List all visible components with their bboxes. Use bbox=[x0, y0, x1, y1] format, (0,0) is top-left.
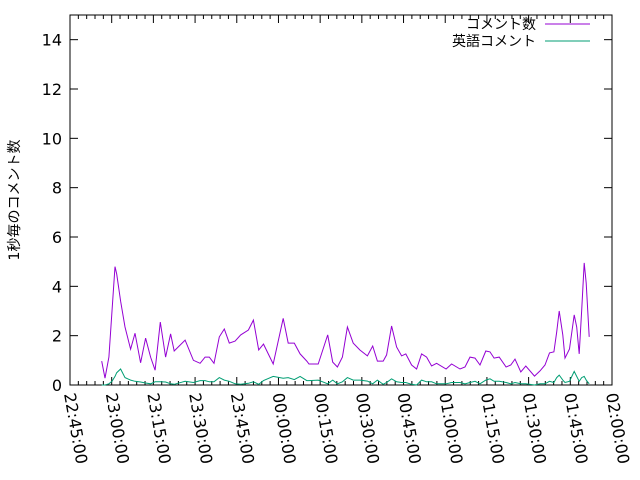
x-tick-label: 02:00:00 bbox=[602, 391, 633, 465]
legend-label-comments: コメント数 bbox=[466, 17, 536, 33]
y-tick-label: 0 bbox=[52, 376, 62, 395]
y-tick-label: 14 bbox=[42, 31, 62, 50]
legend: コメント数 英語コメント bbox=[452, 17, 590, 50]
plot-border bbox=[69, 14, 613, 386]
y-tick-label: 12 bbox=[42, 80, 62, 99]
series-line-0 bbox=[101, 262, 590, 379]
x-tick-label: 00:30:00 bbox=[352, 391, 383, 465]
y-tick-label: 2 bbox=[52, 327, 62, 346]
x-tick-label: 23:45:00 bbox=[227, 391, 258, 465]
x-tick-label: 00:45:00 bbox=[394, 391, 425, 465]
x-tick-label: 23:15:00 bbox=[143, 391, 174, 465]
axes: 0 2 4 6 8 10 12 14 22:45:00 23:00:00 23:15:00 23:30… bbox=[42, 14, 633, 465]
y-tick-label: 6 bbox=[52, 228, 62, 247]
x-tick-label: 23:30:00 bbox=[185, 391, 216, 465]
x-tick-label: 01:30:00 bbox=[519, 391, 550, 465]
x-tick-label: 00:15:00 bbox=[310, 391, 341, 465]
x-tick-label: 23:00:00 bbox=[102, 391, 133, 465]
x-tick-label: 01:15:00 bbox=[477, 391, 508, 465]
x-tick-label: 22:45:00 bbox=[60, 391, 91, 465]
series-line-1 bbox=[101, 368, 590, 386]
series-lines bbox=[101, 262, 590, 386]
y-tick-label: 4 bbox=[52, 277, 62, 296]
x-tick-label: 01:00:00 bbox=[435, 391, 466, 465]
y-tick-label: 10 bbox=[42, 129, 62, 148]
x-tick-label: 00:00:00 bbox=[269, 391, 300, 465]
legend-label-english-comments: 英語コメント bbox=[452, 33, 536, 50]
y-tick-label: 8 bbox=[52, 179, 62, 198]
y-axis-label: 1秒毎のコメント数 bbox=[7, 140, 23, 261]
x-tick-label: 01:45:00 bbox=[560, 391, 591, 465]
